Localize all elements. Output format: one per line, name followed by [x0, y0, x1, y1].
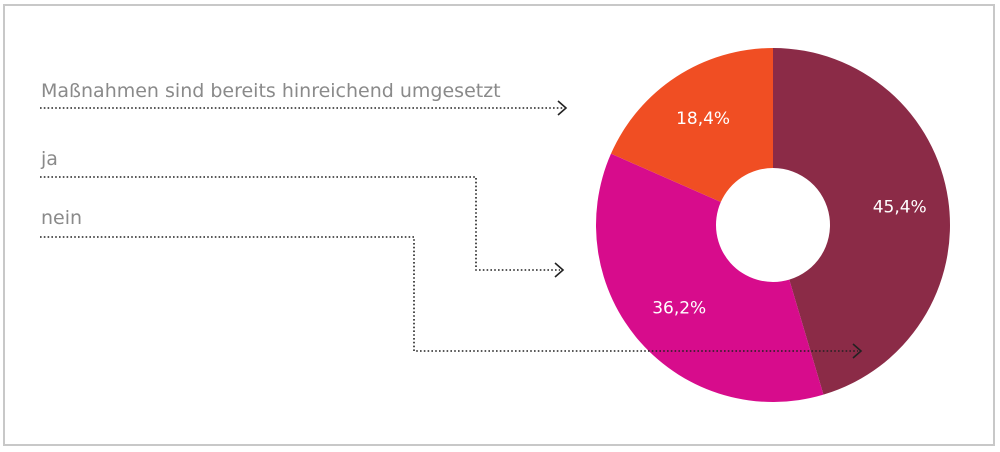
- chart-frame: [3, 4, 995, 446]
- category-label-ja: ja: [40, 148, 58, 170]
- slice-ja: [596, 153, 824, 402]
- category-label-nein: nein: [41, 207, 82, 229]
- connector-line-nein: [40, 236, 858, 352]
- connector-line-ja: [40, 176, 560, 271]
- arrowhead-nein: [852, 343, 863, 359]
- value-label-ja: 36,2%: [652, 299, 706, 319]
- slice-massnahmen: [611, 48, 773, 203]
- arrowhead-massnahmen: [557, 100, 568, 116]
- slice-nein: [773, 48, 950, 395]
- category-label-massnahmen: Maßnahmen sind bereits hinreichend umges…: [41, 80, 501, 102]
- value-label-massnahmen: 18,4%: [676, 109, 730, 129]
- value-label-nein: 45,4%: [873, 198, 927, 218]
- arrowhead-ja: [554, 262, 565, 278]
